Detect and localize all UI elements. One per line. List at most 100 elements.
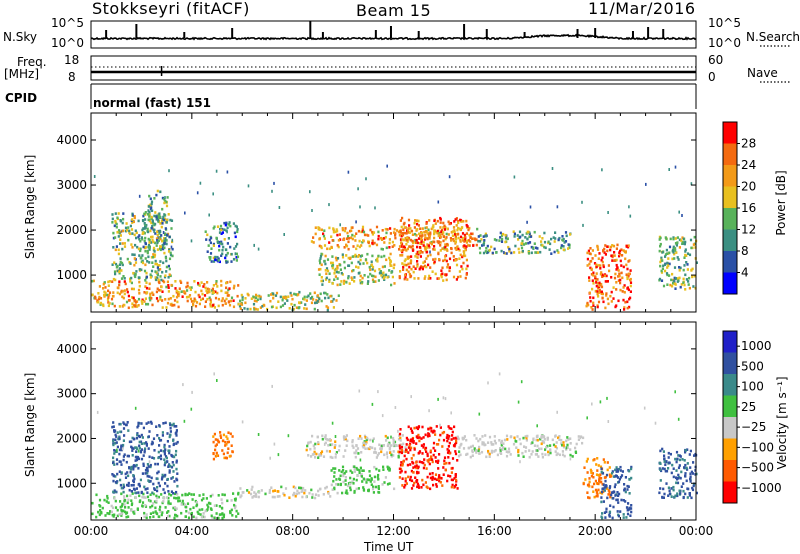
power-panel-cell — [314, 301, 317, 305]
velocity-panel-cell — [503, 438, 507, 442]
power-panel-cell — [391, 240, 394, 244]
power-panel-cell — [272, 296, 275, 300]
power-panel-cell — [390, 271, 393, 274]
power-panel-cell — [456, 219, 460, 223]
power-panel-cell — [589, 266, 592, 270]
power-panel-cell — [590, 306, 593, 309]
power-panel-cell — [131, 218, 134, 221]
velocity-panel-cell — [598, 476, 601, 479]
velocity-panel-cell — [213, 516, 216, 520]
velocity-panel-cell — [448, 452, 451, 455]
velocity-panel-cell — [659, 449, 662, 453]
velocity-panel-cell — [399, 439, 402, 442]
velocity-panel-cell — [311, 434, 314, 438]
power-panel-noise-cell — [690, 182, 693, 186]
velocity-panel-cell — [191, 498, 194, 501]
power-panel-cell — [400, 241, 403, 244]
velocity-panel-cell — [379, 447, 382, 450]
velocity-panel-cell — [593, 495, 596, 499]
velocity-panel-cell — [404, 470, 407, 474]
power-panel-cell — [504, 240, 507, 244]
date-label: 11/Mar/2016 — [588, 0, 696, 18]
velocity-panel-cell — [587, 496, 590, 499]
power-panel-cell — [324, 254, 327, 258]
velocity-panel-cell — [112, 479, 115, 483]
power-panel-cell — [129, 224, 132, 228]
power-panel-cell — [320, 279, 323, 283]
velocity-panel-cell — [140, 448, 143, 451]
power-panel-cell — [209, 303, 212, 306]
power-panel-cell — [462, 261, 465, 265]
power-panel-cell — [331, 264, 335, 267]
power-panel-cell — [690, 246, 693, 250]
velocity-panel-cell — [134, 446, 137, 449]
velocity-panel-cell — [420, 461, 423, 464]
power-panel-cell — [610, 290, 613, 294]
velocity-panel-cell — [227, 440, 230, 444]
power-panel-cell — [619, 281, 622, 285]
power-panel-cell — [128, 299, 131, 302]
velocity-panel-cell — [120, 514, 123, 517]
power-panel-cell — [393, 244, 396, 247]
nsky-series-line — [90, 33, 697, 41]
velocity-panel-cell — [192, 493, 195, 496]
power-panel-cell — [341, 255, 345, 259]
velocity-panel-cell — [617, 480, 621, 484]
power-panel-cell — [324, 278, 328, 281]
velocity-panel-cell — [175, 425, 178, 428]
power-panel-cell — [133, 216, 136, 220]
velocity-panel-cell — [454, 452, 458, 456]
velocity-panel-cell — [163, 463, 166, 467]
velocity-panel-cell — [609, 504, 612, 507]
power-panel-cell — [337, 271, 340, 274]
power-panel-cell — [226, 251, 229, 255]
velocity-panel-noise-cell — [190, 407, 193, 411]
power-panel-cell — [595, 272, 598, 275]
power-panel-cell — [233, 231, 236, 235]
velocity-panel-cell — [375, 467, 378, 471]
velocity-panel-cell — [365, 441, 368, 444]
velocity-panel-cell — [157, 456, 160, 460]
power-panel-cell — [297, 293, 300, 296]
power-panel-cell — [166, 233, 169, 237]
velocity-panel-cell — [143, 442, 146, 445]
power-panel-cell — [599, 272, 602, 276]
velocity-panel-cell — [407, 425, 410, 429]
velocity-panel-cell — [446, 479, 449, 483]
velocity-panel-cell — [149, 493, 152, 496]
velocity-panel-cell — [335, 451, 338, 454]
velocity-panel-cell — [126, 501, 129, 505]
velocity-panel-cell — [630, 476, 633, 480]
power-panel-cell — [144, 236, 147, 240]
power-panel-cell — [148, 246, 151, 249]
velocity-panel-cell — [131, 492, 134, 495]
velocity-panel-cell — [240, 494, 243, 497]
power-panel-cell — [347, 256, 350, 260]
power-panel-cell — [483, 239, 486, 242]
velocity-panel-cell — [626, 484, 629, 488]
power-panel-cell — [600, 271, 603, 274]
power-panel-cell — [164, 232, 167, 235]
power-panel-cell — [427, 277, 430, 280]
velocity-panel-cell — [105, 500, 108, 503]
velocity-panel-cell — [595, 473, 599, 476]
power-panel-cell — [595, 281, 598, 284]
velocity-panel-cell — [437, 475, 441, 479]
power-panel-cell — [123, 245, 127, 248]
power-panel-cell — [481, 244, 484, 247]
power-panel-cell — [350, 261, 353, 265]
power-panel-cell — [424, 236, 427, 240]
power-panel-cell — [165, 259, 168, 263]
velocity-panel-cell — [522, 436, 525, 440]
power-panel-cell — [623, 306, 626, 309]
power-panel-cell — [442, 231, 445, 234]
velocity-panel-cell — [686, 468, 689, 471]
power-panel-cell — [450, 251, 453, 255]
power-panel-cell — [456, 245, 459, 248]
power-panel-cell — [414, 255, 417, 258]
power-panel-cell — [226, 226, 229, 230]
power-panel-cell — [671, 272, 674, 276]
power-panel-cell — [113, 270, 117, 273]
velocity-colorbar-segment — [723, 460, 737, 482]
velocity-panel-cell — [433, 477, 437, 481]
